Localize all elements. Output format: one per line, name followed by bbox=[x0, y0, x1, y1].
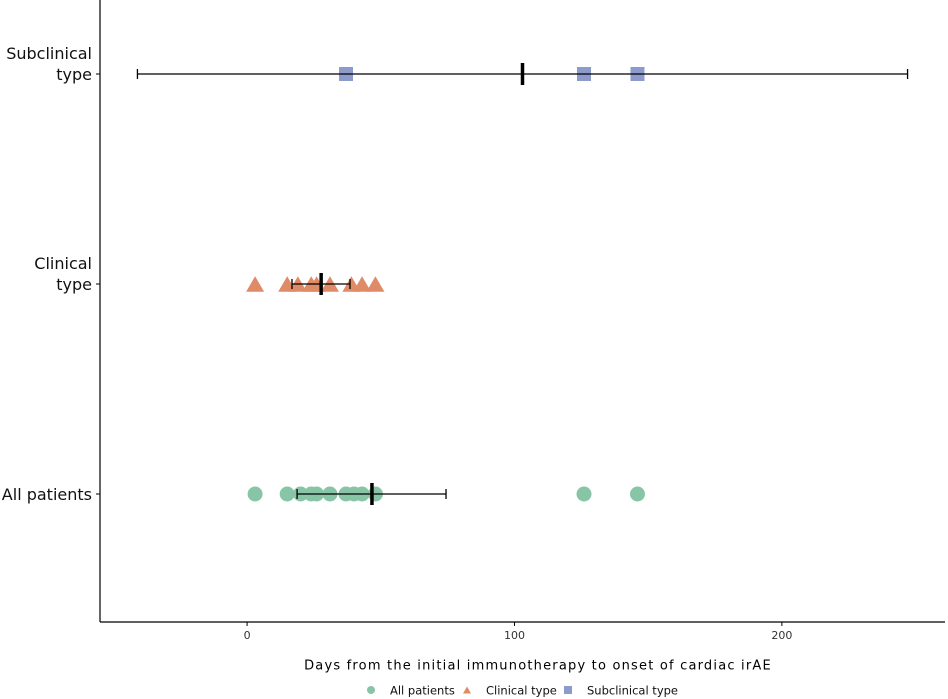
data-point bbox=[246, 276, 265, 292]
y-tick-label: Subclinical type bbox=[6, 44, 92, 84]
x-axis-title: Days from the initial immunotherapy to o… bbox=[304, 659, 772, 674]
data-point bbox=[366, 276, 385, 292]
data-point bbox=[629, 486, 645, 502]
legend-label: Subclinical type bbox=[587, 684, 678, 698]
legend-marker bbox=[564, 686, 572, 694]
data-point bbox=[247, 486, 263, 502]
x-tick-label: 100 bbox=[504, 629, 525, 642]
x-tick-label: 0 bbox=[244, 629, 251, 642]
y-tick-label: Clinical type bbox=[34, 254, 92, 294]
data-point bbox=[279, 486, 295, 502]
data-point bbox=[353, 276, 372, 292]
legend-marker bbox=[463, 686, 471, 694]
y-tick-label: All patients bbox=[1, 485, 92, 504]
legend-label: Clinical type bbox=[486, 684, 557, 698]
legend-label: All patients bbox=[390, 684, 455, 698]
legend-marker bbox=[367, 686, 375, 694]
x-tick-label: 200 bbox=[771, 629, 792, 642]
data-point bbox=[576, 486, 592, 502]
